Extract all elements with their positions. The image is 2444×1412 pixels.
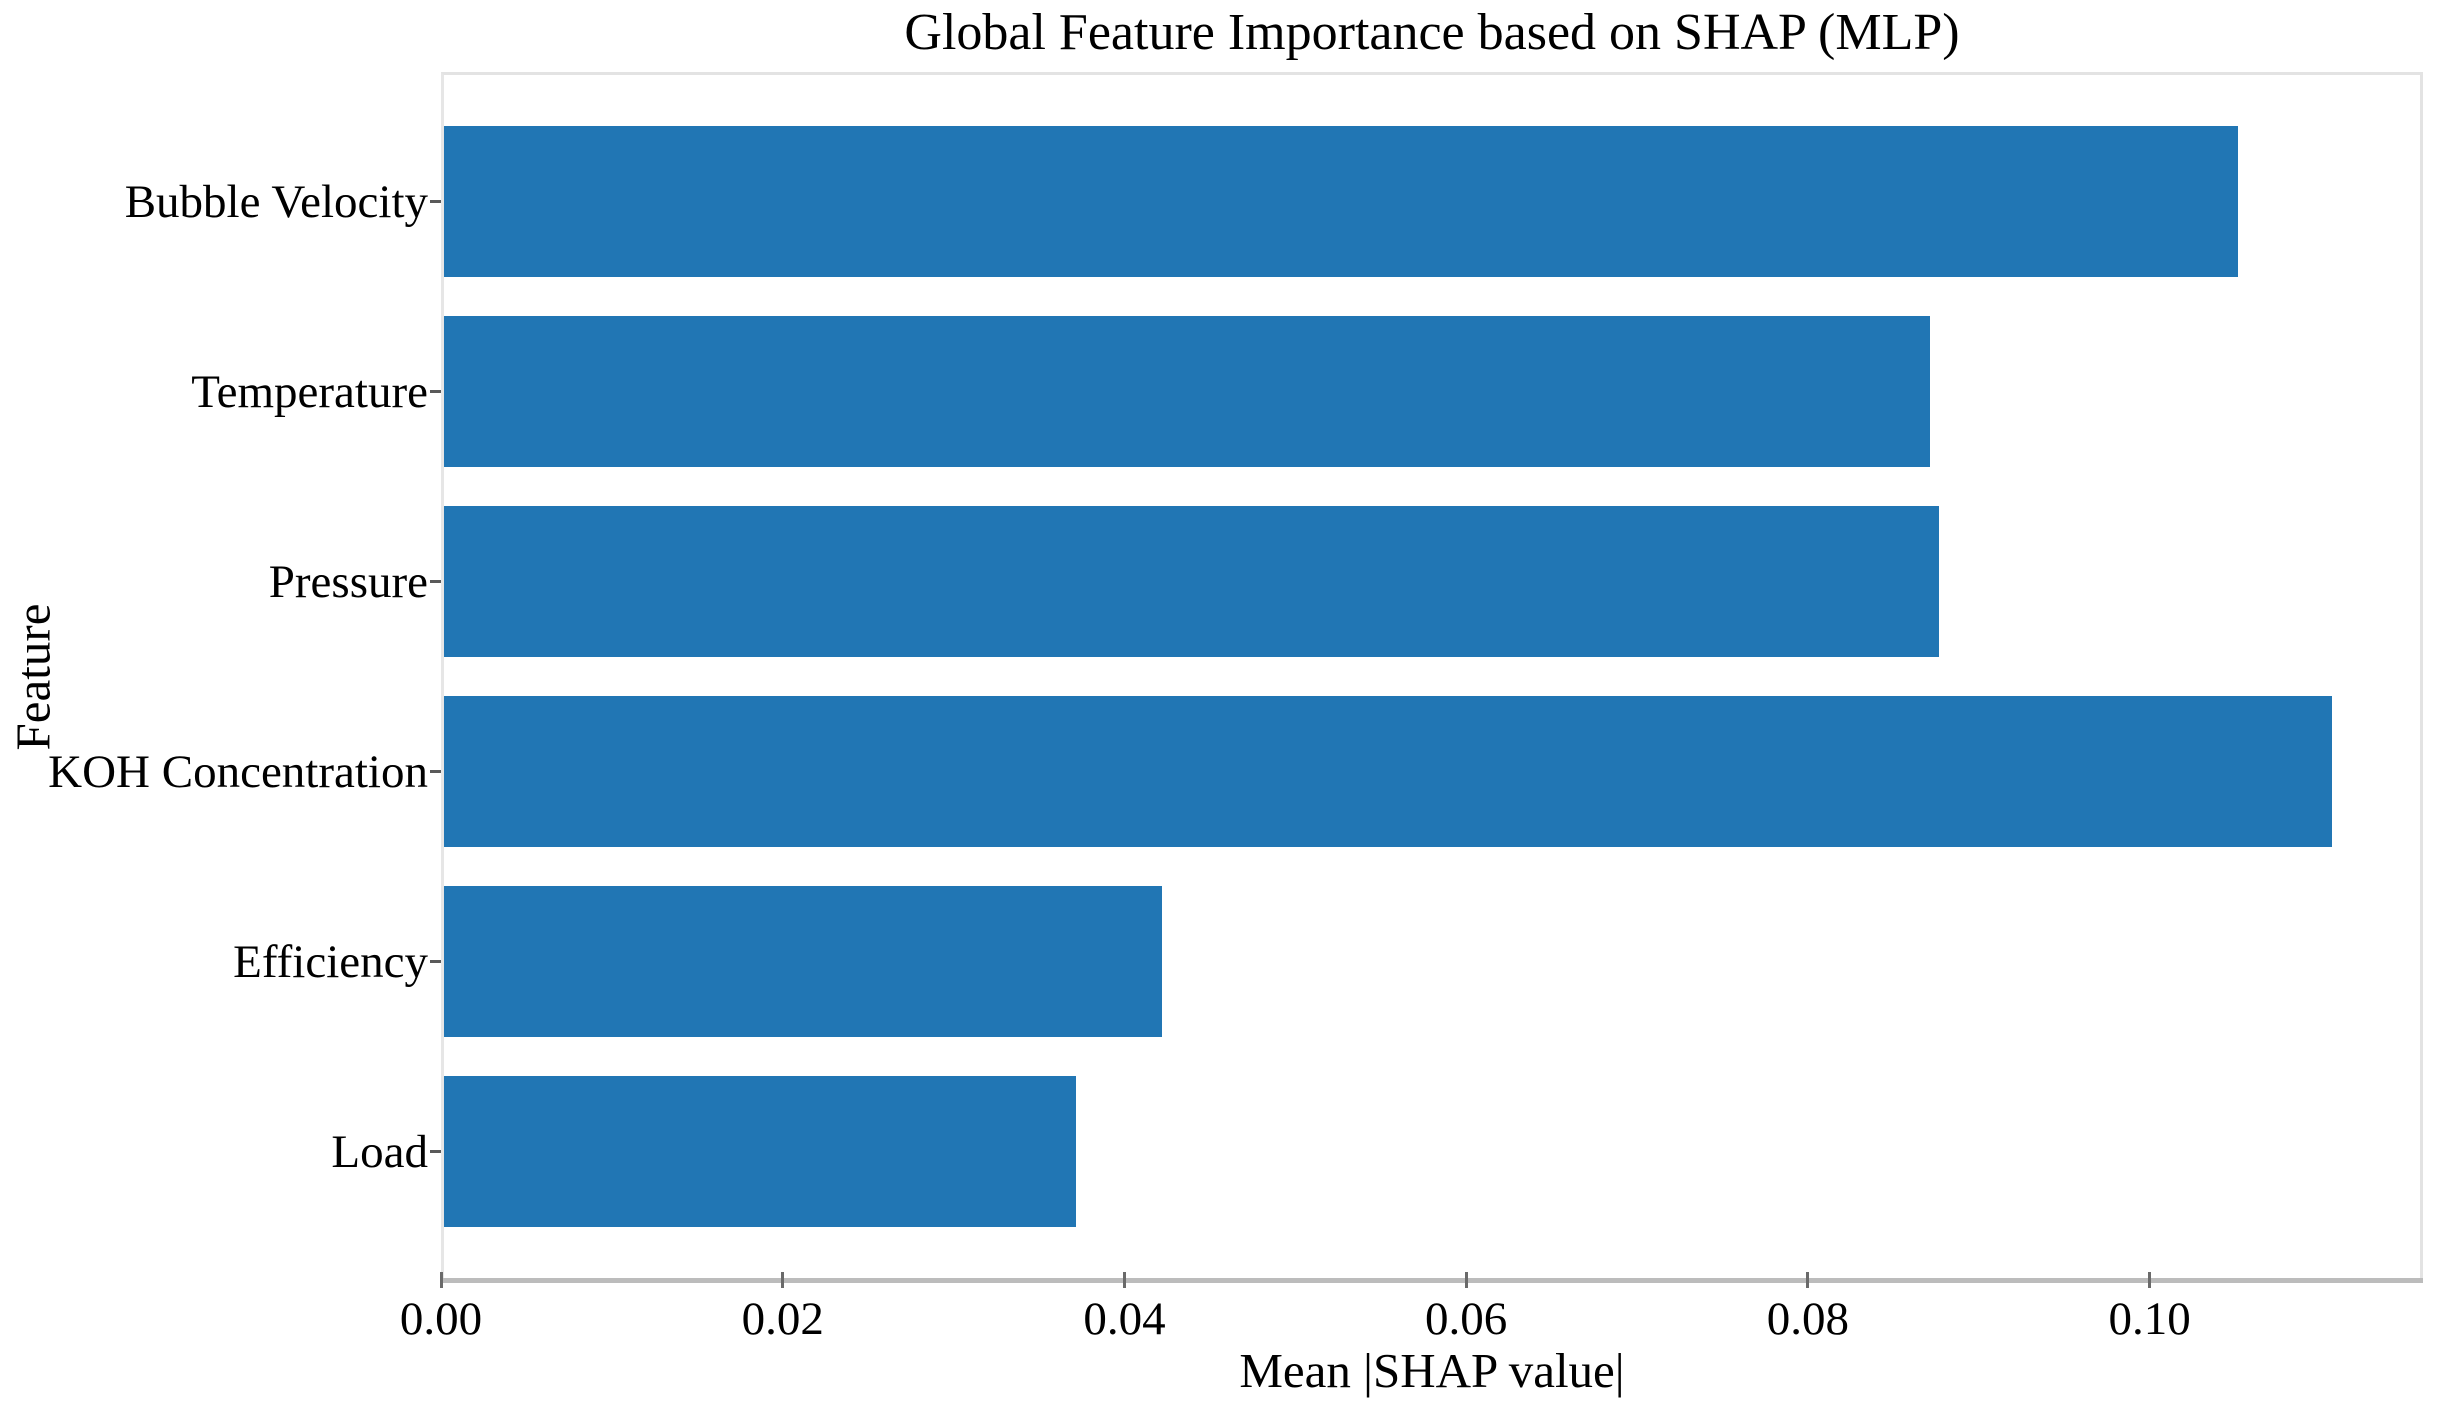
bar-pressure	[444, 506, 1939, 657]
chart-title: Global Feature Importance based on SHAP …	[904, 4, 1960, 61]
bar-bubble-velocity	[444, 126, 2238, 277]
xtick-label-0.02: 0.02	[741, 1293, 824, 1345]
ytick-mark-temperature	[430, 390, 441, 393]
bar-efficiency	[444, 886, 1162, 1037]
bar-load	[444, 1076, 1076, 1227]
ytick-label-load: Load	[331, 1125, 428, 1178]
xtick-mark-0.06	[1464, 1272, 1468, 1288]
y-axis-label: Feature	[5, 603, 61, 751]
ytick-label-efficiency: Efficiency	[233, 935, 428, 988]
ytick-mark-efficiency	[430, 960, 441, 963]
ytick-mark-load	[430, 1150, 441, 1153]
ytick-label-temperature: Temperature	[191, 365, 428, 418]
bar-koh-concentration	[444, 696, 2332, 847]
plot-area	[441, 72, 2423, 1282]
xtick-label-0.06: 0.06	[1425, 1293, 1508, 1345]
bar-temperature	[444, 316, 1930, 467]
xtick-mark-0.04	[1122, 1272, 1126, 1288]
xtick-label-0.00: 0.00	[399, 1293, 483, 1345]
xtick-label-0.08: 0.08	[1766, 1293, 1850, 1345]
xtick-mark-0.00	[439, 1272, 443, 1288]
xtick-mark-0.10	[2148, 1272, 2152, 1288]
xtick-label-0.10: 0.10	[2108, 1293, 2191, 1345]
xtick-mark-0.08	[1806, 1272, 1810, 1288]
ytick-label-bubble-velocity: Bubble Velocity	[124, 175, 428, 228]
xtick-label-0.04: 0.04	[1083, 1293, 1166, 1345]
ytick-mark-koh-concentration	[430, 770, 441, 773]
ytick-mark-pressure	[430, 580, 441, 583]
ytick-mark-bubble-velocity	[430, 200, 441, 203]
x-axis-line	[441, 1278, 2423, 1283]
ytick-label-koh-concentration: KOH Concentration	[48, 745, 428, 798]
x-axis-label: Mean |SHAP value|	[1239, 1343, 1625, 1398]
xtick-mark-0.02	[781, 1272, 785, 1288]
ytick-label-pressure: Pressure	[268, 555, 428, 608]
